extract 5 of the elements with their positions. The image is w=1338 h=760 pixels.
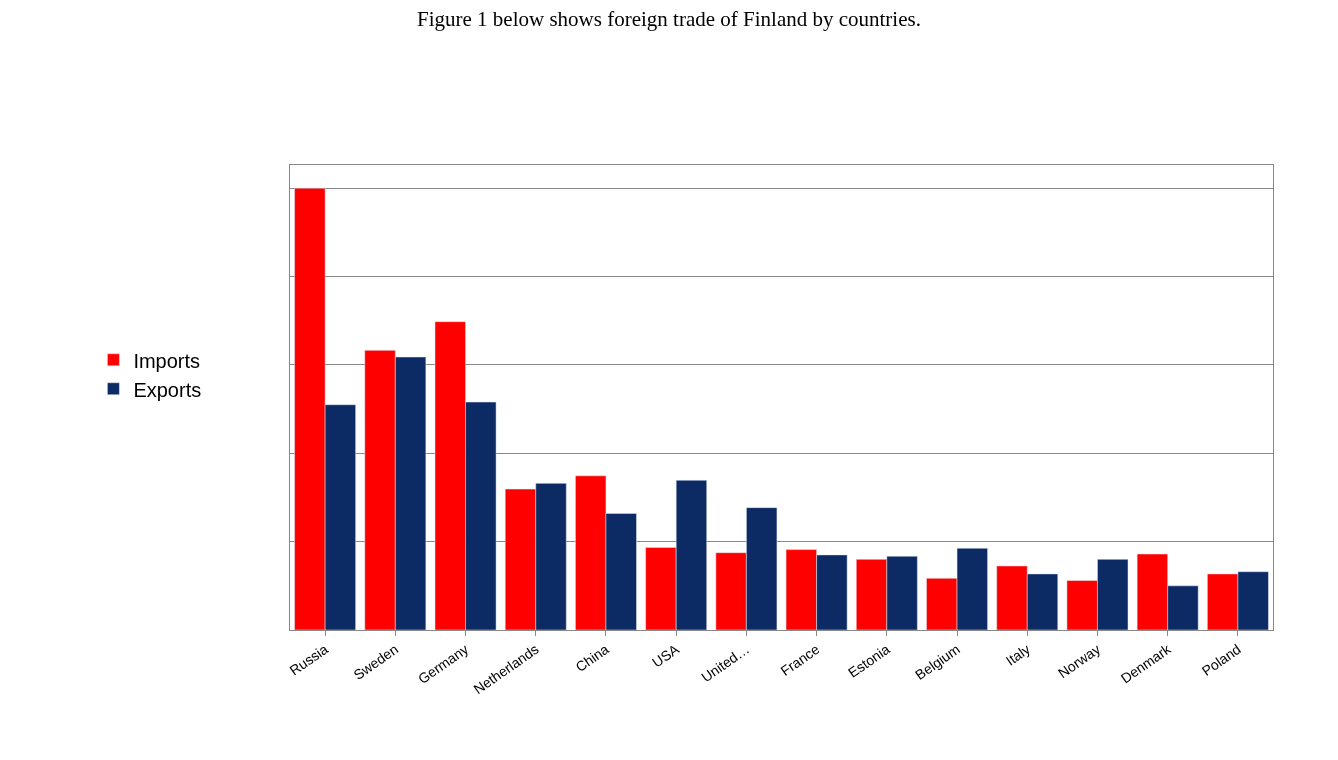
x-tick-label: USA (649, 640, 683, 671)
legend-label: Imports (133, 349, 201, 372)
legend-label: Exports (133, 378, 202, 401)
chart-title: Figure 1 below shows foreign trade of Finland by countries. (417, 7, 921, 32)
x-tick-label: Italy (1002, 640, 1033, 669)
